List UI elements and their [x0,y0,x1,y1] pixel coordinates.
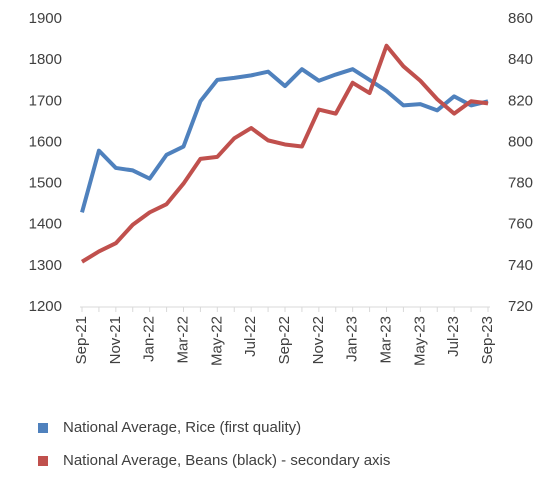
y2-tick-label: 740 [508,257,533,274]
legend-swatch [38,423,48,433]
x-tick-label: Jul-22 [242,316,259,357]
legend-swatch [38,456,48,466]
y-tick-label: 1900 [29,10,62,27]
legend-label: National Average, Beans (black) - second… [63,452,390,469]
x-tick-label: Sep-22 [276,316,293,364]
x-tick-label: May-23 [411,316,428,366]
y-tick-label: 1400 [29,216,62,233]
y-tick-label: 1600 [29,133,62,150]
y2-tick-label: 840 [508,51,533,68]
y-tick-label: 1700 [29,92,62,109]
y-tick-label: 1800 [29,51,62,68]
y2-tick-label: 760 [508,216,533,233]
series-line [80,67,489,213]
legend-label: National Average, Rice (first quality) [63,419,301,436]
x-tick-label: Jul-23 [445,316,462,357]
x-tick-label: May-22 [208,316,225,366]
y-tick-label: 1500 [29,175,62,192]
series-line [80,43,489,264]
x-tick-label: Nov-21 [107,316,124,364]
x-tick-label: Mar-23 [377,316,394,364]
y2-tick-label: 820 [508,92,533,109]
y2-tick-label: 860 [508,10,533,27]
x-tick-label: Jan-23 [344,316,361,362]
y-tick-label: 1300 [29,257,62,274]
y2-tick-label: 720 [508,298,533,315]
x-tick-label: Mar-22 [174,316,191,364]
y2-tick-label: 780 [508,175,533,192]
x-tick-label: Jan-22 [141,316,158,362]
y2-tick-label: 800 [508,133,533,150]
x-tick-label: Sep-21 [73,316,90,364]
x-tick-label: Nov-22 [310,316,327,364]
y-tick-label: 1200 [29,298,62,315]
x-tick-label: Sep-23 [479,316,496,364]
